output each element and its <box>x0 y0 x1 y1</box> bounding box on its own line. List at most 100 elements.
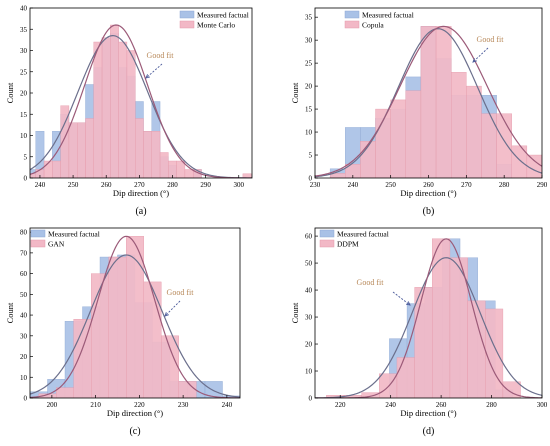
y-tick-label: 10 <box>305 129 313 137</box>
y-tick-label: 20 <box>305 83 313 91</box>
legend-label: Measured factual <box>48 230 100 239</box>
x-axis-label: Dip direction (°) <box>113 188 169 198</box>
y-tick-label: 60 <box>305 233 313 241</box>
panel-label: (a) <box>135 206 146 217</box>
x-axis-label: Dip direction (°) <box>400 188 456 198</box>
model-bar <box>56 387 74 398</box>
annotation-arrowhead <box>164 312 169 317</box>
x-tick-label: 240 <box>385 401 396 409</box>
x-axis-label: Dip direction (°) <box>400 408 456 418</box>
model-bar <box>414 287 433 398</box>
y-tick-label: 20 <box>20 353 28 361</box>
y-tick-label: 50 <box>305 260 313 268</box>
y-tick-label: 40 <box>20 312 28 320</box>
model-bar <box>526 154 542 178</box>
chart-panel-2: 230 240 250 260 270 280 290 0 5 10 15 20 25 30 35 Dip d… <box>290 7 548 217</box>
legend-label: Measured factual <box>337 230 389 239</box>
model-bar <box>77 122 86 178</box>
model-bar <box>496 113 512 178</box>
model-bar <box>118 41 128 178</box>
y-tick-label: 15 <box>305 106 313 114</box>
model-fit-curve <box>315 25 542 177</box>
y-tick-label: 60 <box>20 270 28 278</box>
y-tick-label: 20 <box>305 341 313 349</box>
x-tick-label: 220 <box>335 401 346 409</box>
y-axis-label: Count <box>290 302 300 323</box>
model-bar <box>135 118 144 178</box>
x-tick-label: 290 <box>537 181 548 189</box>
model-bar <box>432 238 451 398</box>
y-tick-label: 30 <box>305 37 313 45</box>
x-tick-label: 260 <box>423 181 434 189</box>
plot-frame <box>314 227 543 399</box>
y-tick-label: 35 <box>20 26 28 34</box>
y-tick-label: 0 <box>309 395 313 403</box>
legend-label: Monte Carlo <box>197 21 235 30</box>
x-tick-label: 250 <box>385 181 396 189</box>
x-axis-label: Dip direction (°) <box>107 408 163 418</box>
annotation-arrow <box>472 47 489 63</box>
model-bar <box>143 281 162 398</box>
annotation-arrowhead <box>405 301 411 306</box>
y-axis-label: Count <box>290 82 300 103</box>
chart-panel-4: 220 240 260 280 300 0 10 20 30 40 50 60 Dip directio… <box>290 227 548 437</box>
x-tick-label: 220 <box>134 401 145 409</box>
y-tick-label: 50 <box>20 291 28 299</box>
plot-area <box>30 24 252 178</box>
legend-swatch <box>30 239 46 248</box>
y-tick-label: 0 <box>309 175 313 183</box>
x-tick-label: 270 <box>461 181 472 189</box>
annotation-arrowhead <box>472 58 477 63</box>
measured-bar <box>35 131 45 178</box>
legend-swatch <box>179 10 195 19</box>
annotation-arrow <box>164 300 181 317</box>
chart-panel-1: 240 250 260 270 280 290 300 0 5 10 15 20 25 30 35 40 Dip… <box>5 5 253 217</box>
y-axis-label: Count <box>5 302 15 323</box>
measured-bar <box>204 381 223 398</box>
x-tick-label: 300 <box>233 181 244 189</box>
y-axis-label: Count <box>5 82 15 103</box>
x-tick-label: 230 <box>310 181 321 189</box>
y-tick-label: 70 <box>20 249 28 257</box>
y-tick-label: 30 <box>20 332 28 340</box>
model-bar <box>108 256 127 398</box>
model-bar <box>151 131 161 178</box>
x-tick-label: 230 <box>178 401 189 409</box>
model-bar <box>161 335 179 398</box>
model-bar <box>467 300 486 398</box>
y-tick-label: 35 <box>305 14 313 22</box>
annotation-arrow <box>145 63 163 79</box>
legend-swatch <box>319 229 335 238</box>
legend-label: DDPM <box>337 240 359 249</box>
plot-area <box>315 238 542 398</box>
y-tick-label: 10 <box>20 132 28 140</box>
x-tick-label: 290 <box>200 181 211 189</box>
model-bar <box>435 26 452 178</box>
y-tick-label: 30 <box>20 47 28 55</box>
model-fit-curve <box>30 24 252 178</box>
y-tick-label: 40 <box>20 5 28 13</box>
y-tick-label: 5 <box>24 153 28 161</box>
model-bar <box>485 308 504 398</box>
model-bar <box>390 99 406 178</box>
x-tick-label: 210 <box>90 401 101 409</box>
model-bar <box>396 357 415 398</box>
annotation-arrow <box>392 291 411 306</box>
model-bar <box>405 90 422 178</box>
y-tick-label: 20 <box>20 90 28 98</box>
x-tick-label: 240 <box>222 401 233 409</box>
model-bar <box>52 160 61 178</box>
model-bar <box>466 85 482 178</box>
x-tick-label: 270 <box>134 181 145 189</box>
y-tick-label: 5 <box>309 152 313 160</box>
model-bar <box>420 26 437 178</box>
legend-swatch <box>319 239 335 248</box>
model-bar <box>85 118 94 178</box>
annotation-arrowhead <box>145 74 150 79</box>
x-tick-label: 280 <box>499 181 510 189</box>
panel-label: (c) <box>129 426 140 437</box>
model-bar <box>184 169 194 178</box>
